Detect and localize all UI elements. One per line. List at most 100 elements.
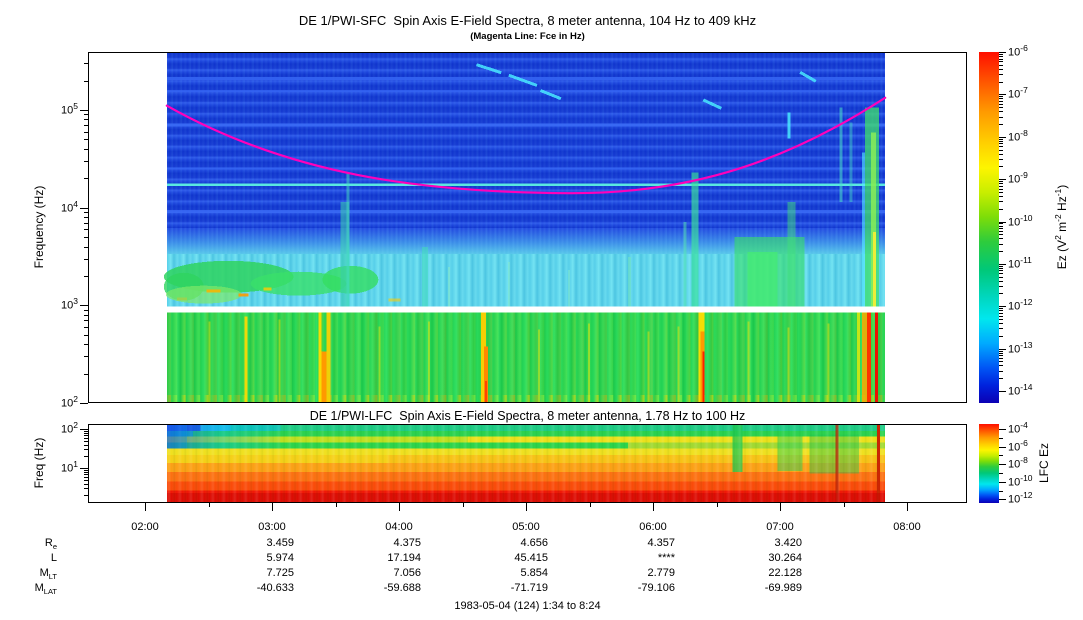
ephemeris-value: 17.194 [387,552,421,564]
sfc-colorbar-tick-label: 10-9 [1008,170,1028,186]
exponent: 2 [73,420,78,430]
sfc-colorbar-minor-tick [999,107,1003,108]
sfc-colorbar-minor-tick [999,371,1003,372]
sfc-colorbar-minor-tick [999,223,1003,224]
sfc-colorbar-major-tick [999,264,1006,265]
ephemeris-value: 4.357 [647,537,675,549]
sfc-colorbar-minor-tick [999,111,1003,112]
sfc-colorbar-minor-tick [999,270,1003,271]
sfc-colorbar-minor-tick [999,323,1003,324]
sfc-colorbar-minor-tick [999,159,1003,160]
exponent: 3 [73,296,78,307]
sfc-plot-subtitle: (Magenta Line: Fce in Hz) [470,31,585,42]
time-tick-label: 02:00 [131,521,159,533]
sfc-colorbar-tick-label: 10-7 [1008,85,1028,102]
exponent: -4 [1020,420,1028,430]
sfc-colorbar-minor-tick [999,69,1003,70]
sfc-colorbar-minor-tick [999,181,1003,182]
sfc-plot-frame [88,52,967,403]
time-axis-major-tick [907,503,908,511]
time-axis-minor-tick [336,503,337,507]
fce-line [165,96,887,195]
sfc-colorbar-minor-tick [999,226,1003,227]
sfc-colorbar-minor-tick [999,201,1003,202]
sfc-colorbar-major-tick [999,349,1006,350]
sfc-colorbar-minor-tick [999,65,1003,66]
sfc-colorbar-minor-tick [999,234,1003,235]
subscript: LT [48,572,57,582]
lfc-colorbar-minor-tick [999,491,1003,492]
ephemeris-value: 5.854 [520,567,548,579]
sfc-y-major-tick [80,403,88,404]
sfc-colorbar-minor-tick [999,365,1003,366]
sfc-colorbar-minor-tick [999,361,1003,362]
exponent: -11 [1020,254,1032,265]
sfc-colorbar-minor-tick [999,146,1003,147]
sfc-spectrogram-image [163,53,887,402]
ephemeris-value: -59.688 [383,582,421,594]
time-axis-minor-tick [590,503,591,507]
exponent: -9 [1020,170,1028,181]
time-axis-minor-tick [209,503,210,507]
ephemeris-value: -69.989 [764,582,802,594]
exponent: -1 [1053,188,1063,197]
sfc-colorbar-tick-label: 10-14 [1008,382,1033,398]
exponent: -6 [1020,437,1028,448]
sfc-colorbar-tick-label: 10-12 [1008,297,1033,313]
time-axis-major-tick [399,503,400,511]
exponent: -2 [1053,214,1063,222]
exponent: -12 [1020,297,1033,308]
sfc-colorbar-minor-tick [999,101,1003,102]
sfc-colorbar-minor-tick [999,117,1003,118]
sfc-colorbar-minor-tick [999,150,1003,151]
sfc-colorbar-minor-tick [999,228,1003,229]
sfc-colorbar-tick-label: 10-13 [1008,339,1033,356]
lfc-y-major-tick [80,468,88,469]
time-tick-label: 03:00 [258,521,286,533]
sfc-y-major-tick [80,208,88,209]
time-axis-minor-tick [717,503,718,507]
sfc-colorbar-minor-tick [999,308,1003,309]
time-tick-label: 05:00 [512,521,540,533]
sfc-colorbar-minor-tick [999,328,1003,329]
exponent: -12 [1020,490,1033,501]
ephemeris-value: 4.656 [520,537,548,549]
sfc-colorbar-minor-tick [999,293,1003,294]
sfc-y-tick-label: 103 [61,296,78,312]
sfc-colorbar-minor-tick [999,286,1003,287]
lfc-colorbar-tick-label: 10-6 [1008,437,1028,454]
lfc-y-axis-label: Freq (Hz) [32,437,46,489]
lfc-colorbar-tick-label: 10-12 [1008,490,1033,507]
sfc-colorbar-minor-tick [999,244,1003,245]
sfc-colorbar-minor-tick [999,273,1003,274]
lfc-colorbar-minor-tick [999,473,1003,474]
sfc-colorbar-tick-label: 10-11 [1008,254,1032,271]
ephemeris-value: 7.725 [266,567,294,579]
lfc-colorbar-minor-tick [999,438,1003,439]
sfc-colorbar-minor-tick [999,143,1003,144]
time-tick-label: 04:00 [385,521,413,533]
exponent: 2 [1053,235,1063,240]
subscript: e [52,542,57,552]
lfc-y-tick-label: 102 [61,420,78,436]
time-axis-major-tick [780,503,781,511]
exponent: -6 [1020,43,1028,53]
ephemeris-value: 3.459 [266,537,294,549]
lfc-colorbar-major-tick [999,429,1006,430]
sfc-colorbar-minor-tick [999,196,1003,197]
sfc-y-major-tick [80,110,88,111]
sfc-colorbar-minor-tick [999,98,1003,99]
sfc-colorbar-minor-tick [999,355,1003,356]
exponent: -10 [1020,212,1033,223]
ephemeris-row-label: MLAT [34,582,57,597]
ephemeris-row-label: MLT [39,567,57,582]
time-axis-major-tick [653,503,654,511]
sfc-colorbar-minor-tick [999,82,1003,83]
sfc-colorbar-minor-tick [999,231,1003,232]
exponent: -13 [1020,339,1033,350]
sfc-colorbar-major-tick [999,391,1006,392]
time-tick-label: 08:00 [893,521,921,533]
footer-date-range: 1983-05-04 (124) 1:34 to 8:24 [454,600,601,612]
sfc-colorbar-minor-tick [999,351,1003,352]
sfc-colorbar-minor-tick [999,166,1003,167]
